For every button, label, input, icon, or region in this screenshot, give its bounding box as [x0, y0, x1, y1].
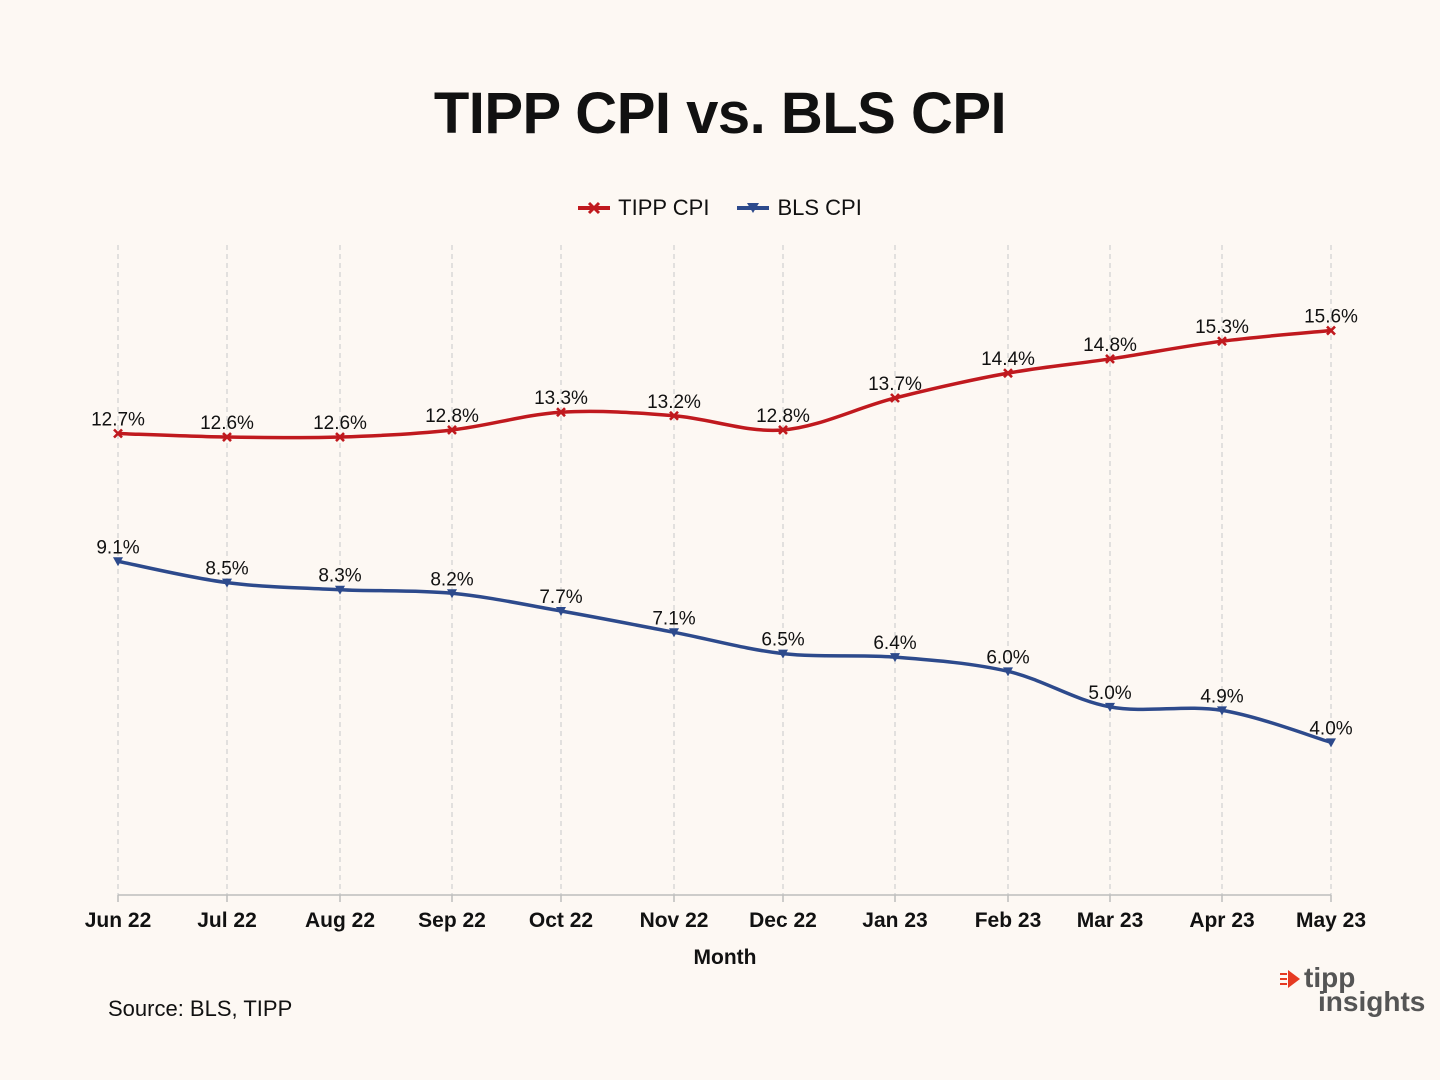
data-label: 12.6%	[200, 413, 254, 434]
data-label: 12.6%	[313, 413, 367, 434]
bls-point-marker	[222, 578, 232, 588]
x-tick-label: Aug 22	[305, 909, 375, 932]
data-label: 13.3%	[534, 388, 588, 409]
legend-x-marker-icon	[578, 201, 611, 215]
chart-title: TIPP CPI vs. BLS CPI	[433, 81, 1007, 146]
data-label: 14.8%	[1083, 335, 1137, 356]
data-label: 8.5%	[205, 559, 248, 580]
tipp-point-marker	[669, 410, 679, 421]
data-label: 5.0%	[1088, 683, 1131, 704]
bls-point-marker	[778, 649, 788, 659]
tipp-point-marker	[1326, 325, 1336, 336]
data-label: 12.7%	[91, 410, 145, 431]
logo-text-insights: insights	[1318, 986, 1426, 1017]
data-label: 12.8%	[425, 406, 479, 427]
tipp-point-marker	[335, 432, 345, 442]
legend-item-bls: BLS CPI	[737, 195, 862, 221]
bls-point-marker	[447, 589, 457, 599]
series-line-tipp	[117, 328, 1332, 440]
tipp-point-marker	[447, 425, 457, 435]
data-label: 9.1%	[96, 537, 139, 558]
legend-label-tipp: TIPP CPI	[618, 195, 710, 220]
bls-point-marker	[1003, 667, 1013, 677]
tipp-point-marker	[890, 393, 900, 403]
x-axis-title: Month	[694, 946, 757, 969]
tipp-point-marker	[556, 407, 566, 418]
legend-triangle-marker-icon	[737, 203, 770, 213]
data-label: 8.2%	[430, 569, 473, 590]
bls-point-marker	[1217, 706, 1227, 716]
data-label: 6.0%	[986, 647, 1029, 668]
x-tick-label: Jan 23	[862, 909, 927, 932]
x-tick-label: Oct 22	[529, 909, 593, 932]
data-label: 15.3%	[1195, 317, 1249, 338]
x-tick-label: Mar 23	[1077, 909, 1144, 932]
bls-point-marker	[890, 653, 900, 663]
legend-item-tipp: TIPP CPI	[578, 195, 709, 221]
legend-label-bls: BLS CPI	[777, 195, 862, 220]
x-tick-label: Dec 22	[749, 909, 817, 932]
data-label: 12.8%	[756, 406, 810, 427]
series-line-bls	[117, 559, 1332, 745]
data-label: 7.7%	[539, 587, 582, 608]
bls-point-marker	[113, 557, 123, 567]
data-label: 6.4%	[873, 633, 916, 654]
data-label: 4.9%	[1200, 686, 1243, 707]
tipp-point-marker	[1105, 354, 1115, 364]
tipp-point-marker	[778, 425, 788, 435]
x-tick-label: Feb 23	[975, 909, 1042, 932]
data-label: 13.7%	[868, 374, 922, 395]
logo-text-tipp: tipp	[1304, 962, 1356, 993]
data-label: 6.5%	[761, 630, 804, 651]
tipp-point-marker	[113, 428, 123, 439]
data-label: 7.1%	[652, 608, 695, 629]
x-tick-label: Apr 23	[1189, 909, 1254, 932]
data-label: 13.2%	[647, 392, 701, 413]
bls-point-marker	[1105, 702, 1115, 712]
tipp-point-marker	[1003, 368, 1013, 379]
bls-point-marker	[1326, 738, 1336, 748]
bls-point-marker	[335, 585, 345, 595]
legend: TIPP CPI BLS CPI	[0, 195, 1440, 221]
x-tick-label: May 23	[1296, 909, 1366, 932]
x-tick-label: Sep 22	[418, 909, 486, 932]
data-label: 4.0%	[1309, 718, 1352, 739]
logo-arrow-icon	[1280, 970, 1300, 988]
x-tick-label: Nov 22	[640, 909, 709, 932]
x-tick-label: Jul 22	[197, 909, 257, 932]
bls-point-marker	[556, 607, 566, 616]
source-note: Source: BLS, TIPP	[108, 996, 293, 1021]
tipp-point-marker	[222, 432, 232, 442]
data-label: 14.4%	[981, 349, 1035, 370]
data-label: 8.3%	[318, 566, 361, 587]
data-label: 15.6%	[1304, 307, 1358, 328]
x-tick-label: Jun 22	[85, 909, 152, 932]
tipp-point-marker	[1217, 336, 1227, 347]
tipp-insights-logo: tipp insights	[1280, 964, 1430, 1020]
bls-point-marker	[669, 628, 679, 638]
